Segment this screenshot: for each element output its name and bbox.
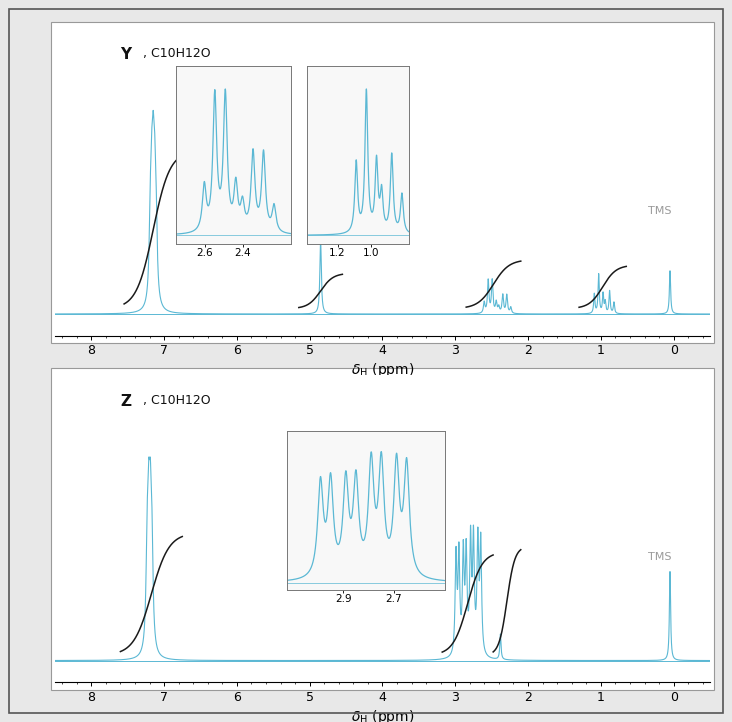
Text: , C10H12O: , C10H12O xyxy=(143,394,211,407)
X-axis label: $\delta_\mathrm{H}$ (ppm): $\delta_\mathrm{H}$ (ppm) xyxy=(351,361,414,379)
Text: Y: Y xyxy=(120,47,132,62)
Text: Z: Z xyxy=(120,394,132,409)
Text: TMS: TMS xyxy=(648,552,672,562)
Text: , C10H12O: , C10H12O xyxy=(143,47,211,61)
Text: TMS: TMS xyxy=(648,206,672,216)
X-axis label: $\delta_\mathrm{H}$ (ppm): $\delta_\mathrm{H}$ (ppm) xyxy=(351,708,414,722)
